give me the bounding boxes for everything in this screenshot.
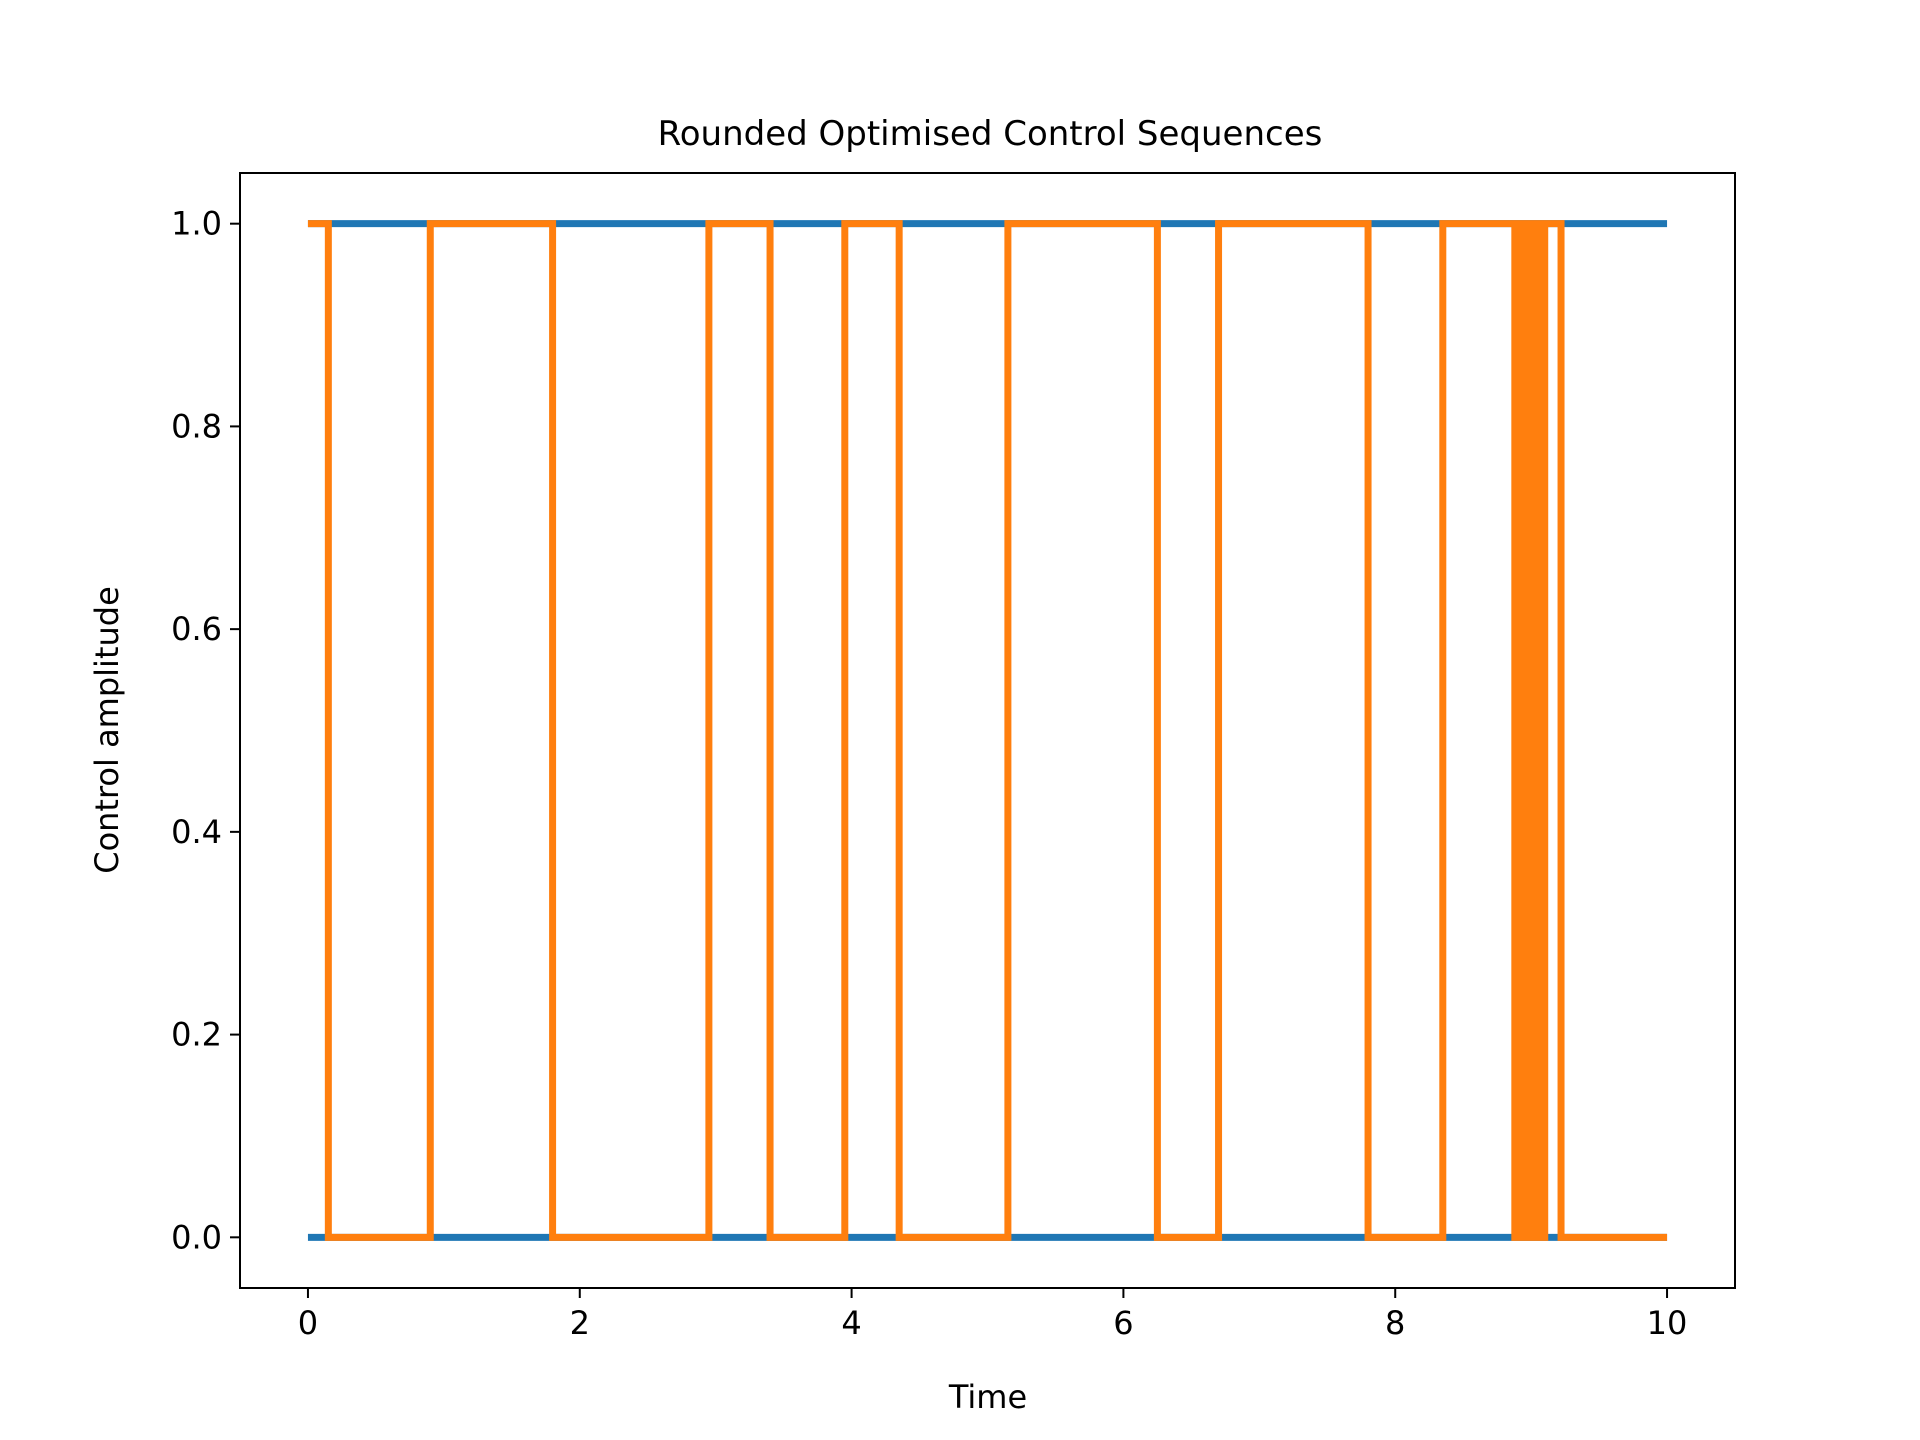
y-tick-label: 0.0 [171, 1218, 222, 1256]
plot-frame [239, 172, 1736, 1289]
x-tick-label: 0 [298, 1304, 318, 1342]
x-tick-label: 6 [1113, 1304, 1133, 1342]
y-tick-label: 0.6 [171, 610, 222, 648]
y-axis: 0.0 0.2 0.4 0.6 0.8 1.0 [171, 205, 240, 1256]
y-tick-label: 0.4 [171, 813, 222, 851]
series-line-3 [307, 220, 1668, 1241]
y-tick-label: 1.0 [171, 205, 222, 243]
x-axis: 0 2 4 6 8 10 [298, 1288, 1688, 1342]
chart-title: Rounded Optimised Control Sequences [658, 114, 1323, 154]
x-tick-label: 10 [1647, 1304, 1688, 1342]
series-layer [307, 220, 1668, 1241]
x-tick-label: 8 [1385, 1304, 1405, 1342]
x-tick-label: 4 [841, 1304, 861, 1342]
y-axis-label: Control amplitude [88, 586, 126, 874]
x-axis-label: Time [948, 1378, 1027, 1416]
y-tick-label: 0.2 [171, 1016, 222, 1054]
x-tick-label: 2 [570, 1304, 590, 1342]
y-tick-label: 0.8 [171, 407, 222, 445]
